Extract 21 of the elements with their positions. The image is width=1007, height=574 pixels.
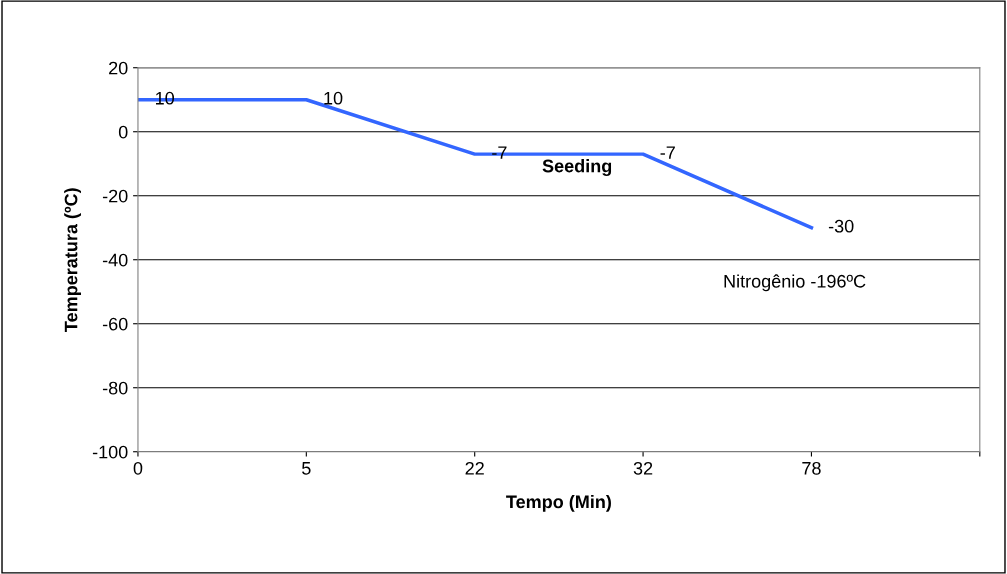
data-label: 10 <box>156 91 174 105</box>
data-label: 10 <box>324 91 343 105</box>
y-tick-label: -40 <box>102 253 128 267</box>
data-label: -30 <box>828 219 854 233</box>
x-tick-label: 5 <box>302 462 311 475</box>
y-tick-label: -100 <box>92 445 128 459</box>
y-axis-title: Temperatura (ºC) <box>64 188 81 332</box>
y-tick-label: 0 <box>118 125 128 139</box>
x-axis-title: Tempo (Min) <box>506 494 611 512</box>
y-tick-label: -20 <box>102 189 128 203</box>
y-tick-label: -60 <box>102 317 128 331</box>
x-tick-label: 78 <box>802 461 821 475</box>
x-tick-label: 22 <box>465 461 484 475</box>
annotation: Seeding <box>542 159 612 177</box>
x-tick-label: 32 <box>633 461 653 475</box>
data-label: -7 <box>660 146 675 159</box>
annotation: Nitrogênio -196ºC <box>724 274 866 292</box>
x-tick-label: 0 <box>133 461 143 475</box>
y-tick-label: 20 <box>109 61 128 75</box>
y-tick-label: -80 <box>102 381 128 395</box>
data-label: -7 <box>492 146 507 159</box>
